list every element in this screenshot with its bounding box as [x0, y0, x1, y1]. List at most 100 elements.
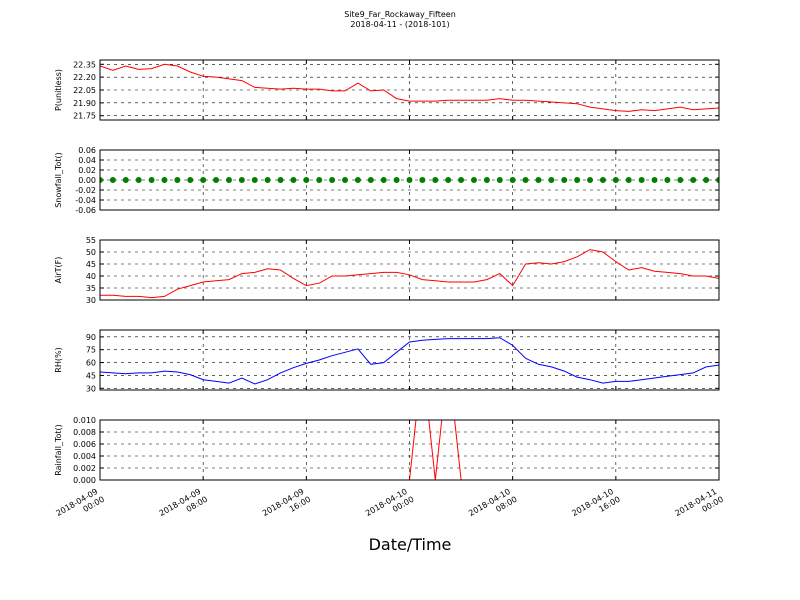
plot-area	[100, 337, 719, 385]
data-point	[458, 177, 465, 183]
x-tick-label: 2018-04-1000:00	[364, 486, 416, 527]
data-point	[109, 177, 116, 183]
y-tick-label: 55	[86, 236, 96, 245]
data-point	[548, 177, 555, 183]
y-tick-label: 0.00	[78, 176, 96, 185]
data-point	[213, 177, 220, 183]
y-axis-label: Rainfall_Tot()	[54, 424, 63, 476]
data-point	[664, 177, 671, 183]
data-point	[329, 177, 336, 183]
x-tick-label: 2018-04-0908:00	[158, 486, 210, 527]
y-tick-label: 0.02	[78, 166, 96, 175]
y-tick-label: 0.006	[73, 440, 96, 449]
y-tick-label: 40	[86, 272, 96, 281]
data-point	[200, 177, 207, 183]
x-tick-label: 2018-04-1016:00	[570, 486, 622, 527]
y-axis-label: Snowfall_Tot()	[54, 152, 63, 208]
x-tick-label: 2018-04-1008:00	[467, 486, 519, 527]
data-point	[100, 177, 103, 183]
data-point	[677, 177, 684, 183]
data-point	[612, 177, 619, 183]
axes-frame	[99, 149, 720, 211]
y-tick-label: 45	[86, 260, 96, 269]
data-point	[496, 177, 503, 183]
data-point	[264, 177, 271, 183]
y-tick-label: -0.04	[75, 196, 96, 205]
plot-area	[100, 249, 719, 299]
axes-frame	[99, 239, 720, 301]
y-tick-label: 22.20	[73, 73, 96, 82]
figure-subtitle: 2018-04-11 - (2018-101)	[350, 20, 449, 29]
data-point	[135, 177, 142, 183]
data-point	[393, 177, 400, 183]
y-tick-label: 30	[86, 384, 96, 393]
y-tick-label: 22.35	[73, 60, 96, 69]
data-point	[342, 177, 349, 183]
y-tick-label: 0.04	[78, 156, 96, 165]
y-tick-label: 45	[86, 371, 96, 380]
y-tick-label: 22.05	[73, 86, 96, 95]
y-tick-label: 0.004	[73, 452, 96, 461]
plot-area	[100, 177, 719, 183]
data-point	[470, 177, 477, 183]
y-axis-label: AirT(F)	[54, 257, 63, 284]
y-tick-label: 60	[86, 359, 96, 368]
data-point	[251, 177, 258, 183]
data-point	[522, 177, 529, 183]
data-point	[599, 177, 606, 183]
y-tick-label: 30	[86, 296, 96, 305]
data-point	[432, 177, 439, 183]
figure-title: Site9_Far_Rockaway_Fifteen	[344, 10, 456, 19]
data-point	[574, 177, 581, 183]
data-line	[100, 63, 719, 112]
axes-frame	[99, 329, 720, 391]
y-tick-label: 0.000	[73, 476, 96, 485]
data-point	[625, 177, 632, 183]
data-point	[535, 177, 542, 183]
x-axis-label: Date/Time	[369, 535, 452, 554]
y-axis-label: P(unitless)	[54, 69, 63, 111]
data-point	[367, 177, 374, 183]
data-point	[277, 177, 284, 183]
x-tick-label: 2018-04-1100:00	[673, 486, 725, 527]
data-point	[406, 177, 413, 183]
data-point	[354, 177, 361, 183]
data-point	[174, 177, 181, 183]
data-point	[303, 177, 310, 183]
y-tick-label: 0.002	[73, 464, 96, 473]
data-point	[509, 177, 516, 183]
y-tick-label: 21.75	[73, 112, 96, 121]
data-point	[238, 177, 245, 183]
data-point	[638, 177, 645, 183]
data-point	[651, 177, 658, 183]
data-point	[419, 177, 426, 183]
data-point	[148, 177, 155, 183]
data-point	[483, 177, 490, 183]
y-tick-label: 50	[86, 248, 96, 257]
y-tick-label: 90	[86, 333, 96, 342]
x-tick-label: 2018-04-0916:00	[261, 486, 313, 527]
axes-frame	[99, 59, 720, 121]
data-point	[290, 177, 297, 183]
y-tick-label: 35	[86, 284, 96, 293]
data-point	[703, 177, 710, 183]
data-line	[100, 337, 719, 385]
data-line	[100, 249, 719, 299]
y-tick-label: -0.06	[75, 206, 96, 215]
data-point	[716, 177, 719, 183]
data-point	[316, 177, 323, 183]
data-point	[561, 177, 568, 183]
data-point	[161, 177, 168, 183]
y-tick-label: -0.02	[75, 186, 96, 195]
data-point	[690, 177, 697, 183]
data-point	[445, 177, 452, 183]
y-tick-label: 0.010	[73, 416, 96, 425]
axes-frame	[99, 419, 720, 481]
data-point	[122, 177, 129, 183]
data-point	[187, 177, 194, 183]
y-axis-label: RH(%)	[54, 347, 63, 372]
y-tick-label: 75	[86, 346, 96, 355]
data-point	[380, 177, 387, 183]
data-point	[587, 177, 594, 183]
